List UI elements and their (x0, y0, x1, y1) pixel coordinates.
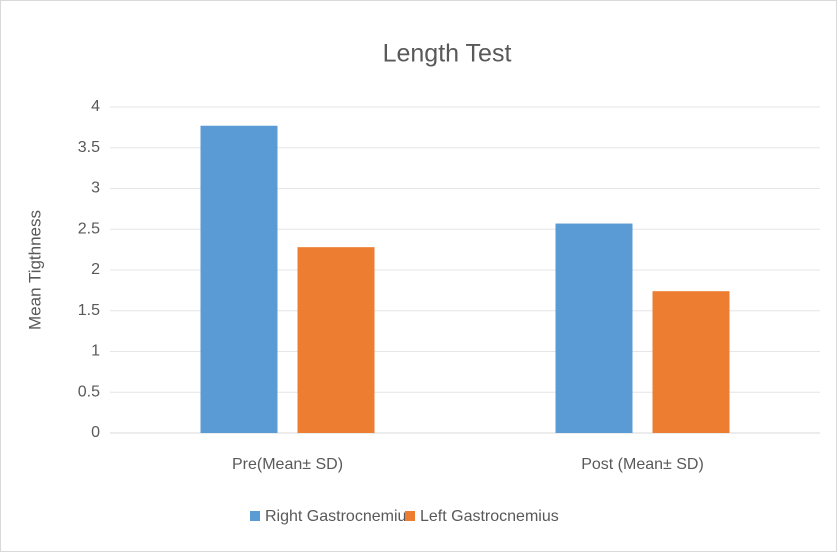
x-tick-label: Post (Mean± SD) (581, 456, 704, 473)
y-axis-label: Mean Tigthness (25, 210, 44, 330)
y-tick-label: 4 (91, 98, 100, 115)
legend-swatch (250, 511, 260, 521)
y-tick-label: 0.5 (78, 383, 100, 400)
legend-label: Right Gastrocnemius (265, 508, 414, 525)
bar (652, 291, 730, 433)
y-tick-label: 1 (91, 343, 100, 360)
y-tick-label: 0 (91, 424, 100, 441)
bar (555, 223, 633, 433)
y-tick-label: 3 (91, 180, 100, 197)
x-tick-label: Pre(Mean± SD) (232, 456, 343, 473)
y-tick-label: 2.5 (78, 220, 100, 237)
bar (297, 247, 375, 433)
bar (200, 125, 278, 434)
chart-title: Length Test (383, 40, 512, 68)
legend-swatch (405, 511, 415, 521)
legend-label: Left Gastrocnemius (420, 508, 559, 525)
y-tick-label: 1.5 (78, 302, 100, 319)
y-tick-label: 3.5 (78, 139, 100, 156)
y-tick-label: 2 (91, 261, 100, 278)
